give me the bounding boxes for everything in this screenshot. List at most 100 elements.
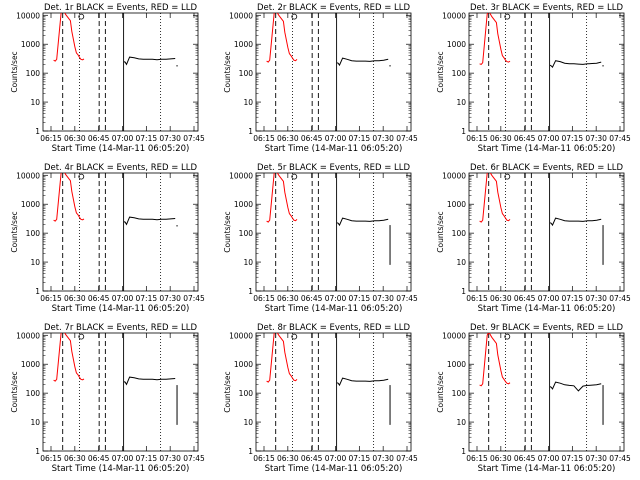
plot-frame <box>42 12 199 132</box>
y-tick-label: 1 <box>35 127 40 136</box>
x-tick-label: 07:00 <box>538 294 560 303</box>
chart-panel-9: Det. 9r BLACK = Events, RED = LLD 1 10 100 1… <box>436 323 631 474</box>
x-tick-label: 06:15 <box>466 294 488 303</box>
chart-panel-8: Det. 8r BLACK = Events, RED = LLD 1 10 100 1… <box>223 323 418 474</box>
x-tick-label: 07:30 <box>585 134 607 143</box>
y-tick-label: 10000 <box>442 11 466 20</box>
y-tick-label: 1 <box>248 127 253 136</box>
x-tick-label: 06:30 <box>277 134 299 143</box>
plot-area <box>479 173 604 291</box>
plot-frame <box>42 332 199 452</box>
peak-marker <box>291 173 298 180</box>
plot-frame <box>42 172 199 292</box>
y-tick-label: 1 <box>35 287 40 296</box>
y-tick-label: 10000 <box>16 331 40 340</box>
y-tick-label: 1 <box>35 447 40 456</box>
plot-area <box>266 13 391 131</box>
x-tick-label: 06:30 <box>490 454 512 463</box>
x-tick-label: 07:45 <box>183 134 205 143</box>
plot-frame <box>255 12 412 132</box>
peak-marker <box>78 173 85 180</box>
chart-panel-5: Det. 5r BLACK = Events, RED = LLD 1 10 100 1… <box>223 163 418 314</box>
y-tick-label: 10000 <box>229 171 253 180</box>
series-line-red <box>53 173 85 222</box>
plot-frame <box>468 332 625 452</box>
y-tick-label: 1000 <box>234 40 253 49</box>
chart-title: Det. 6r BLACK = Events, RED = LLD <box>470 163 624 173</box>
x-tick-label: 06:45 <box>514 134 536 143</box>
chart-title: Det. 3r BLACK = Events, RED = LLD <box>470 3 624 13</box>
series-line-black <box>549 381 602 392</box>
x-tick-label: 06:30 <box>490 134 512 143</box>
plot-area <box>53 13 178 131</box>
y-tick-label: 10000 <box>16 171 40 180</box>
y-tick-label: 100 <box>452 229 467 238</box>
y-tick-label: 1000 <box>21 40 40 49</box>
plot-area <box>266 333 391 451</box>
y-tick-label: 1000 <box>21 360 40 369</box>
y-axis-label: Counts/sec <box>436 371 445 412</box>
y-tick-label: 10 <box>456 258 466 267</box>
series-line-black <box>336 57 389 67</box>
y-axis-label: Counts/sec <box>436 51 445 92</box>
x-tick-label: 06:45 <box>301 294 323 303</box>
y-axis-label: Counts/sec <box>10 211 19 252</box>
x-axis-label: Start Time (14-Mar-11 06:05:20) <box>265 144 403 154</box>
y-tick-label: 100 <box>452 389 467 398</box>
peak-marker <box>504 173 511 180</box>
x-tick-label: 07:15 <box>349 134 371 143</box>
y-tick-label: 1000 <box>447 200 466 209</box>
x-tick-label: 07:30 <box>159 294 181 303</box>
x-tick-label: 06:15 <box>40 454 62 463</box>
x-tick-label: 07:00 <box>538 454 560 463</box>
plot-area <box>479 333 604 451</box>
x-tick-label: 07:15 <box>136 454 158 463</box>
y-axis-label: Counts/sec <box>10 371 19 412</box>
x-tick-label: 07:30 <box>372 454 394 463</box>
x-axis-label: Start Time (14-Mar-11 06:05:20) <box>265 304 403 314</box>
y-axis-label: Counts/sec <box>223 51 232 92</box>
series-line-red <box>479 173 511 223</box>
x-tick-label: 06:45 <box>88 454 110 463</box>
x-tick-label: 06:30 <box>277 294 299 303</box>
x-tick-label: 07:00 <box>538 134 560 143</box>
x-tick-label: 07:00 <box>325 294 347 303</box>
y-tick-label: 10 <box>30 98 40 107</box>
chart-panel-7: Det. 7r BLACK = Events, RED = LLD 1 10 100 1… <box>10 323 205 474</box>
x-tick-label: 07:45 <box>609 454 631 463</box>
x-tick-label: 06:45 <box>514 294 536 303</box>
x-tick-label: 07:00 <box>112 134 134 143</box>
x-tick-label: 07:15 <box>349 454 371 463</box>
x-tick-label: 06:15 <box>40 294 62 303</box>
chart-panel-3: Det. 3r BLACK = Events, RED = LLD 1 10 100 1… <box>436 3 631 154</box>
x-tick-label: 07:30 <box>372 294 394 303</box>
x-tick-label: 07:30 <box>372 134 394 143</box>
series-line-red <box>53 333 85 382</box>
chart-title: Det. 5r BLACK = Events, RED = LLD <box>257 163 411 173</box>
x-tick-label: 07:30 <box>159 454 181 463</box>
y-tick-label: 1000 <box>21 200 40 209</box>
x-tick-label: 07:15 <box>349 294 371 303</box>
y-tick-label: 10 <box>30 258 40 267</box>
y-tick-label: 10000 <box>16 11 40 20</box>
plot-frame <box>255 332 412 452</box>
series-line-black <box>336 217 389 227</box>
x-tick-label: 06:30 <box>64 134 86 143</box>
y-tick-label: 1 <box>461 287 466 296</box>
x-tick-label: 06:15 <box>466 134 488 143</box>
y-tick-label: 10000 <box>229 331 253 340</box>
chart-panel-6: Det. 6r BLACK = Events, RED = LLD 1 10 100 1… <box>436 163 631 314</box>
x-tick-label: 06:45 <box>301 134 323 143</box>
x-tick-label: 06:30 <box>277 454 299 463</box>
x-axis-label: Start Time (14-Mar-11 06:05:20) <box>265 464 403 474</box>
y-axis-label: Counts/sec <box>436 211 445 252</box>
x-tick-label: 07:30 <box>585 294 607 303</box>
peak-marker <box>78 333 85 340</box>
y-tick-label: 100 <box>239 229 254 238</box>
x-tick-label: 06:30 <box>64 454 86 463</box>
x-tick-label: 07:45 <box>396 134 418 143</box>
y-tick-label: 1000 <box>447 360 466 369</box>
y-tick-label: 10 <box>243 98 253 107</box>
plot-frame <box>255 172 412 292</box>
